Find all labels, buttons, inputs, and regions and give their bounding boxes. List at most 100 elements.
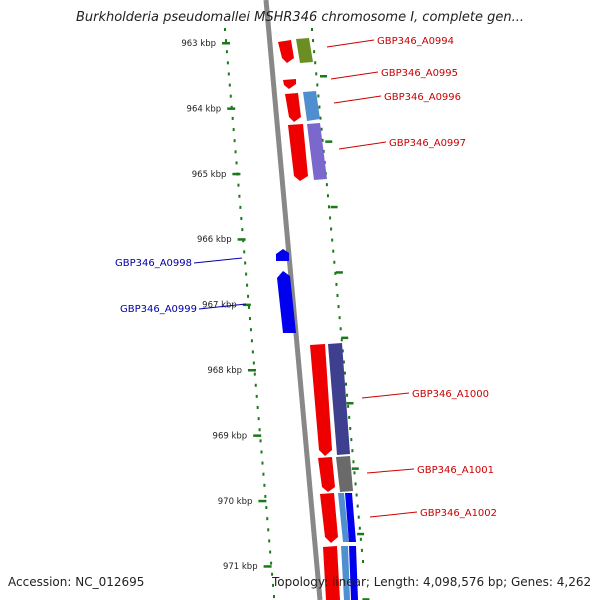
guide-dot xyxy=(250,339,253,343)
guide-dot xyxy=(237,183,240,187)
feature-a0996 xyxy=(303,91,320,121)
guide-dot xyxy=(362,560,364,563)
guide-dot xyxy=(312,39,315,43)
gene-label-forward[interactable]: GBP346_A1002 xyxy=(420,508,497,519)
gene-leader-line xyxy=(198,303,247,310)
guide-dot xyxy=(332,249,335,253)
guide-dot xyxy=(340,338,343,342)
guide-dot xyxy=(238,194,241,198)
guide-dot xyxy=(335,282,338,286)
guide-dot xyxy=(336,294,339,297)
chromosome-backbone xyxy=(263,0,323,600)
guide-dot xyxy=(351,449,354,453)
kbp-tick-mark xyxy=(237,238,246,241)
gene-label-reverse[interactable]: GBP346_A0998 xyxy=(115,258,192,269)
guide-dot xyxy=(243,250,246,254)
cds-a0995[interactable] xyxy=(283,79,296,89)
guide-dot xyxy=(354,482,357,486)
accession-text: Accession: NC_012695 xyxy=(8,575,145,589)
guide-dot xyxy=(227,72,230,76)
gene-label-forward[interactable]: GBP346_A0995 xyxy=(381,68,458,79)
guide-dot xyxy=(330,227,333,231)
guide-dot xyxy=(264,494,267,498)
guide-dot xyxy=(353,471,356,475)
guide-dot xyxy=(224,39,227,43)
guide-dot xyxy=(267,528,270,532)
gene-leader-line xyxy=(193,257,243,264)
feature-a1002-a xyxy=(338,493,349,542)
kbp-tick-label: 970 kbp xyxy=(218,497,253,507)
guide-dot xyxy=(248,305,251,309)
guide-dot xyxy=(229,94,232,98)
kbp-tick-mark-right xyxy=(335,271,343,274)
cds-a1001[interactable] xyxy=(318,457,335,492)
gene-label-forward[interactable]: GBP346_A0994 xyxy=(377,36,454,47)
guide-dot xyxy=(350,438,353,442)
cds-a0996[interactable] xyxy=(285,93,301,122)
kbp-tick-mark xyxy=(227,107,236,110)
gene-leader-line xyxy=(361,392,410,399)
feature-next-a xyxy=(341,546,350,600)
kbp-tick-label: 968 kbp xyxy=(207,366,242,376)
cds-a0998[interactable] xyxy=(276,249,289,261)
feature-group xyxy=(296,38,358,600)
guide-dot xyxy=(244,261,247,265)
dotted-guide-lines xyxy=(224,28,364,598)
kbp-tick-mark-right xyxy=(325,140,333,143)
feature-next-b xyxy=(349,546,358,600)
kbp-ticks: 963 kbp 964 kbp 965 kbp 966 kbp 967 kbp 968 k… xyxy=(181,39,370,600)
cds-a1002[interactable] xyxy=(320,493,338,543)
forward-gene-labels: GBP346_A0994 GBP346_A0995 GBP346_A0996 GBP3… xyxy=(326,36,497,519)
guide-dot xyxy=(261,461,264,465)
guide-dot xyxy=(317,94,320,98)
guide-dot xyxy=(255,394,258,398)
cds-a0999[interactable] xyxy=(277,271,296,333)
gene-label-forward[interactable]: GBP346_A0997 xyxy=(389,138,466,149)
kbp-tick-label: 969 kbp xyxy=(213,431,248,441)
kbp-tick-label: 971 kbp xyxy=(223,562,258,572)
gene-label-forward[interactable]: GBP346_A1001 xyxy=(417,465,494,476)
cds-a1000[interactable] xyxy=(310,344,332,456)
gene-label-forward[interactable]: GBP346_A1000 xyxy=(412,389,489,400)
gene-label-reverse[interactable]: GBP346_A0999 xyxy=(120,304,197,315)
kbp-tick-label: 966 kbp xyxy=(197,235,232,245)
guide-dot xyxy=(328,205,330,209)
guide-dot xyxy=(311,28,313,31)
reverse-gene-labels: GBP346_A0998 GBP346_A0999 xyxy=(115,257,247,315)
gene-label-forward[interactable]: GBP346_A0996 xyxy=(384,92,461,103)
guide-dot xyxy=(246,283,249,287)
guide-dot xyxy=(346,393,349,397)
guide-dot xyxy=(315,72,318,76)
guide-dot xyxy=(260,450,263,454)
kbp-tick-mark xyxy=(263,565,272,568)
kbp-tick-mark-right xyxy=(320,75,327,78)
guide-dot xyxy=(262,472,265,476)
guide-dot xyxy=(233,139,236,143)
guide-dot xyxy=(360,548,363,552)
kbp-tick-mark xyxy=(258,499,267,503)
guide-dot xyxy=(320,127,323,131)
guide-dot xyxy=(326,194,329,198)
guide-dot xyxy=(338,316,341,320)
gene-leader-line xyxy=(338,141,387,150)
guide-dot xyxy=(357,515,360,519)
guide-dot xyxy=(225,50,228,54)
guide-dot xyxy=(245,272,248,276)
gene-leader-line xyxy=(369,511,418,518)
kbp-tick-mark xyxy=(242,303,251,307)
kbp-tick-mark-right xyxy=(330,205,338,209)
cds-reverse-group xyxy=(276,249,296,333)
guide-dot xyxy=(263,483,266,487)
cds-a0994[interactable] xyxy=(278,40,294,63)
guide-dot xyxy=(234,150,237,154)
cds-next-forward[interactable] xyxy=(323,546,340,600)
gene-leader-line xyxy=(366,468,415,474)
cds-a0997[interactable] xyxy=(288,124,308,181)
guide-dot xyxy=(228,83,231,87)
kbp-tick-mark-right xyxy=(351,467,359,470)
kbp-tick-mark xyxy=(248,369,256,372)
kbp-tick-mark xyxy=(232,172,241,176)
guide-dot xyxy=(251,350,254,354)
guide-dot xyxy=(331,238,334,242)
